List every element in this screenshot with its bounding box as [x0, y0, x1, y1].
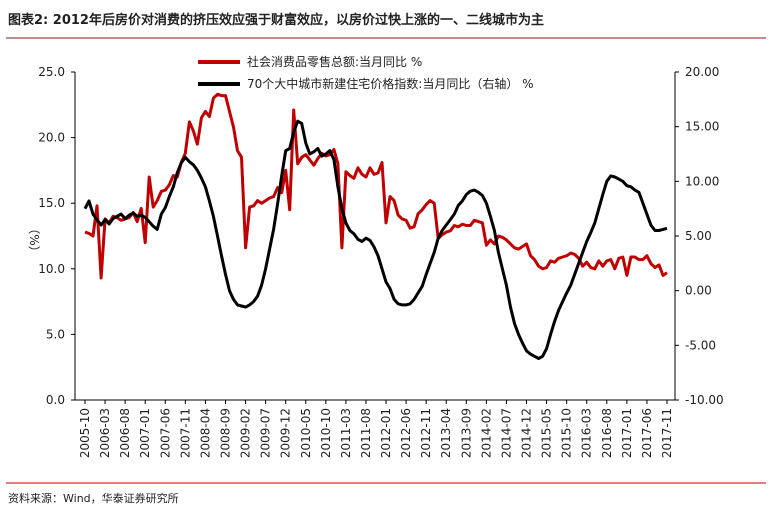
x-tick-label: 2017-11	[660, 408, 674, 458]
x-tick-label: 2007-11	[178, 408, 192, 458]
y2-tick-label: 20.00	[685, 65, 719, 79]
y2-tick-label: 10.00	[685, 174, 719, 188]
x-tick-label: 2016-03	[580, 408, 594, 458]
y2-tick-label: 0.00	[685, 284, 712, 298]
x-tick-label: 2015-10	[560, 408, 574, 458]
y2-tick-label: 15.00	[685, 120, 719, 134]
x-tick-label: 2005-10	[78, 408, 92, 458]
x-tick-label: 2012-06	[399, 408, 413, 458]
x-tick-label: 2009-12	[279, 408, 293, 458]
x-tick-label: 2011-03	[339, 408, 353, 458]
x-tick-label: 2014-02	[479, 408, 493, 458]
x-tick-label: 2017-06	[640, 408, 654, 458]
x-tick-label: 2011-08	[359, 408, 373, 458]
x-tick-label: 2017-01	[620, 408, 634, 458]
x-tick-label: 2008-09	[218, 408, 232, 458]
x-tick-label: 2013-04	[439, 408, 453, 458]
x-tick-label: 2009-07	[259, 408, 273, 458]
x-tick-label: 2014-07	[499, 408, 513, 458]
x-tick-label: 2006-03	[98, 408, 112, 458]
y-tick-label: 25.0	[38, 65, 65, 79]
y-tick-label: 10.0	[38, 262, 65, 276]
x-tick-label: 2009-02	[239, 408, 253, 458]
y-axis-label: （%）	[27, 222, 41, 257]
x-tick-label: 2006-08	[118, 408, 132, 458]
y2-tick-label: -5.00	[685, 338, 716, 352]
x-tick-label: 2012-11	[419, 408, 433, 458]
x-tick-label: 2015-05	[540, 408, 554, 458]
y-tick-label: 0.0	[46, 393, 65, 407]
x-tick-label: 2008-04	[198, 408, 212, 458]
series-line	[83, 119, 668, 360]
legend-label: 社会消费品零售总额:当月同比 %	[247, 54, 422, 69]
x-tick-label: 2014-12	[520, 408, 534, 458]
x-tick-label: 2007-06	[158, 408, 172, 458]
source-note: 资料来源：Wind，华泰证券研究所	[8, 491, 179, 505]
y-tick-label: 20.0	[38, 131, 65, 145]
x-tick-label: 2013-09	[459, 408, 473, 458]
legend-label: 70个大中城市新建住宅价格指数:当月同比（右轴） %	[247, 76, 534, 91]
y2-tick-label: -10.00	[685, 393, 724, 407]
x-tick-label: 2016-08	[600, 408, 614, 458]
x-tick-label: 2010-10	[319, 408, 333, 458]
y-tick-label: 15.0	[38, 196, 65, 210]
x-tick-label: 2010-05	[299, 408, 313, 458]
y-tick-label: 5.0	[46, 327, 65, 341]
chart-title: 图表2: 2012年后房价对消费的挤压效应强于财富效应，以房价过快上涨的一、二线…	[8, 12, 544, 28]
x-tick-label: 2012-01	[379, 408, 393, 458]
x-tick-label: 2007-01	[138, 408, 152, 458]
y2-tick-label: 5.00	[685, 229, 712, 243]
